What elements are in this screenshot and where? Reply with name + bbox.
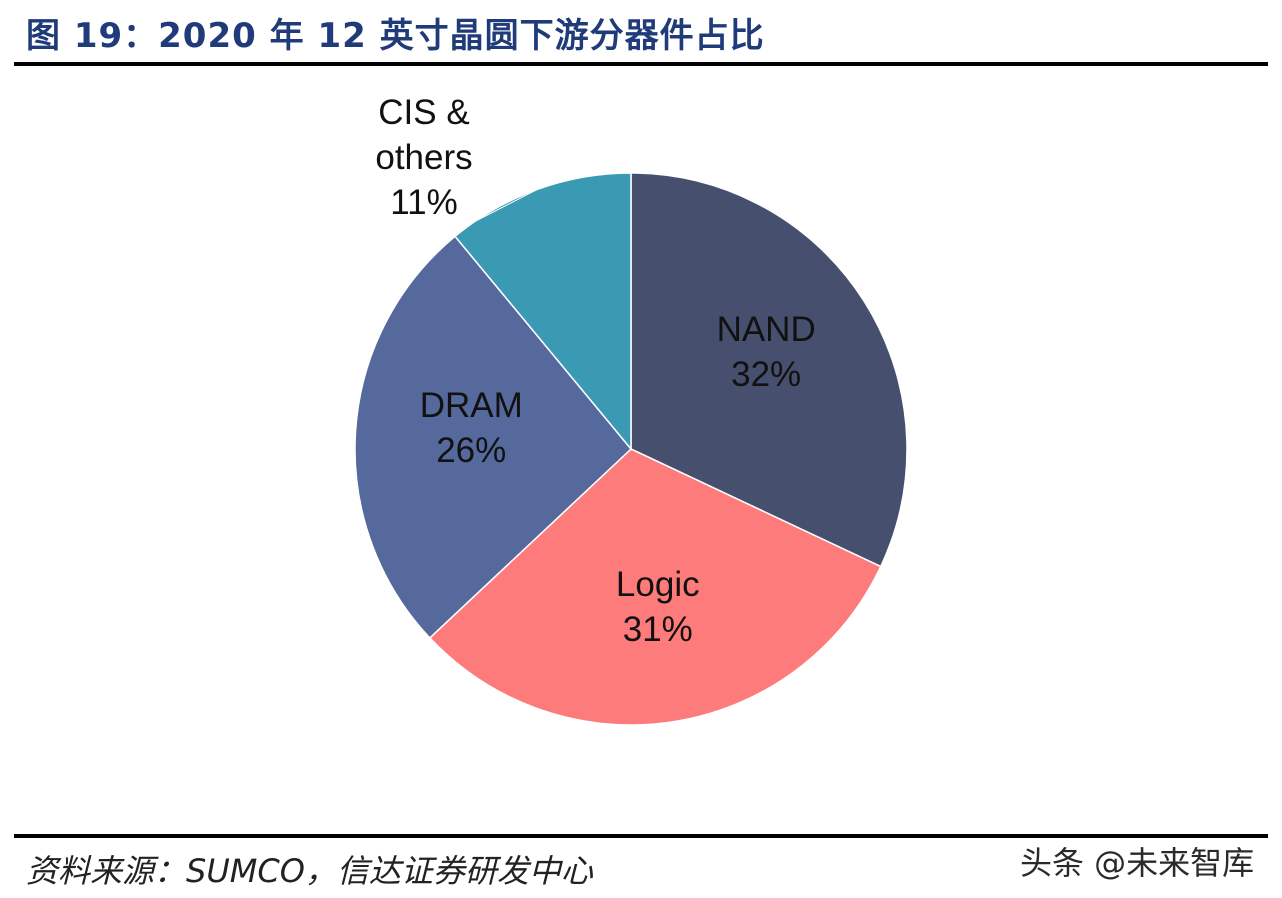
slice-label-logic: Logic 31% [616, 565, 700, 649]
leader-line-cis-others [465, 188, 538, 227]
slice-label-nand: NAND 32% [717, 310, 816, 394]
watermark: 头条 @未来智库 [1020, 844, 1255, 882]
source-note: 资料来源：SUMCO，信达证券研发中心 [26, 852, 593, 890]
source-rule [14, 834, 1268, 838]
slice-label-dram: DRAM 26% [420, 386, 523, 470]
pie-slice-logic [428, 448, 882, 726]
figure-title: 图 19：2020 年 12 英寸晶圆下游分器件占比 [26, 16, 765, 56]
pie-slice-nand [630, 172, 908, 568]
slice-label-cis-others: CIS & others 11% [375, 93, 472, 222]
pie-slice-dram [354, 235, 633, 639]
pie-slice-cis-others [454, 172, 632, 452]
title-rule [14, 62, 1268, 66]
